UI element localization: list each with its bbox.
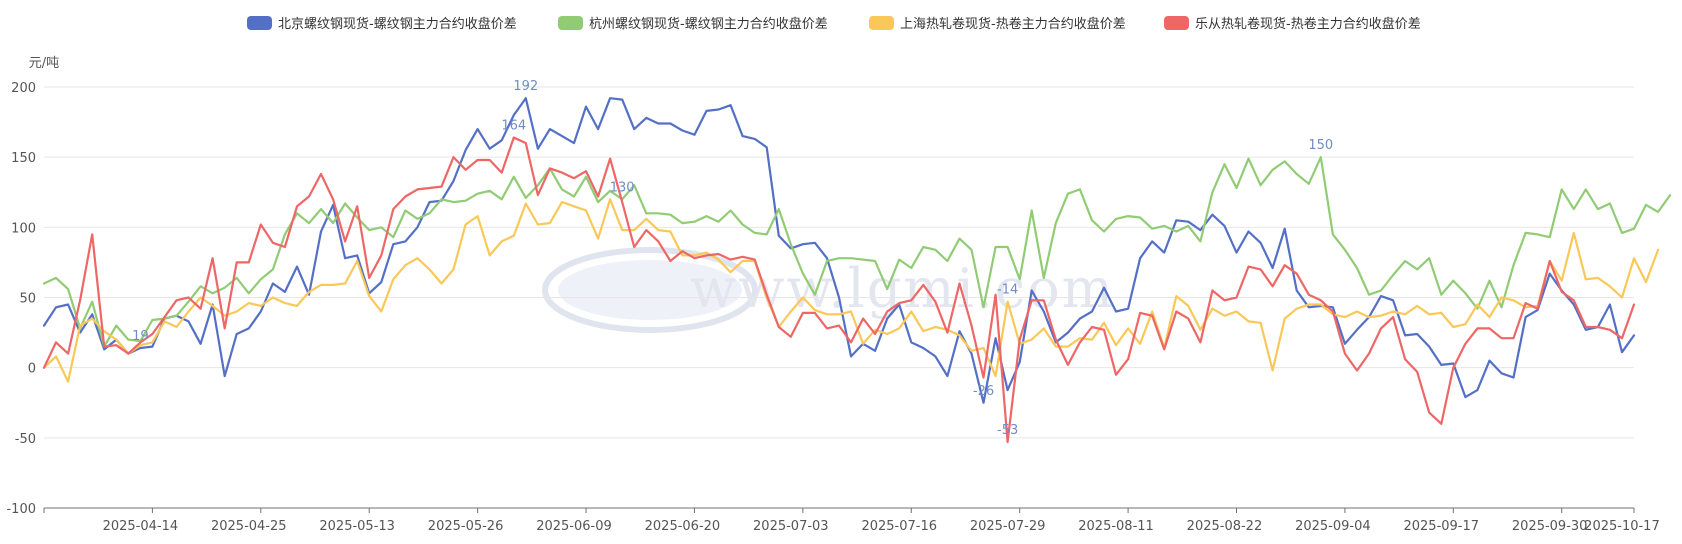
x-tick-label: 2025-09-30 xyxy=(1512,519,1588,534)
data-label: -53 xyxy=(997,423,1018,438)
x-tick-label: 2025-07-03 xyxy=(753,519,829,534)
watermark: www.lgmi.com xyxy=(542,247,1115,333)
x-tick-label: 2025-04-14 xyxy=(103,519,179,534)
y-tick-label: 0 xyxy=(28,362,36,377)
annotations: 192 19 -26 164 130 150 -53 -14 xyxy=(132,79,1333,438)
y-tick-label: 100 xyxy=(11,221,36,236)
x-tick-label: 2025-08-22 xyxy=(1187,519,1263,534)
series-line-1[interactable] xyxy=(42,97,1636,404)
legend-item-4[interactable]: 乐从热轧卷现货-热卷主力合约收盘价差 xyxy=(1164,16,1421,32)
y-tick-label: 200 xyxy=(11,81,36,96)
data-label: 19 xyxy=(132,329,149,344)
x-tick-label: 2025-10-17 xyxy=(1584,519,1660,534)
x-tick-label: 2025-05-26 xyxy=(428,519,504,534)
data-label: -26 xyxy=(973,384,994,399)
watermark-logo-fill xyxy=(558,260,742,320)
data-label: 150 xyxy=(1308,138,1333,153)
legend-swatch xyxy=(558,16,583,30)
y-tick-label: -100 xyxy=(6,502,36,517)
x-tick-label: 2025-06-09 xyxy=(536,519,612,534)
series-lines xyxy=(42,97,1672,444)
data-label: 130 xyxy=(610,180,635,195)
legend-swatch xyxy=(869,16,894,30)
x-tick-label: 2025-07-29 xyxy=(970,519,1046,534)
axes: -100 -50 0 50 100 150 200 元/吨 2025-04-14 2025-04-… xyxy=(6,56,1659,534)
series-line-3[interactable] xyxy=(42,198,1660,383)
x-tick-label: 2025-06-20 xyxy=(645,519,721,534)
legend-swatch xyxy=(1164,16,1189,30)
watermark-text: www.lgmi.com xyxy=(690,257,1115,320)
x-tick-label: 2025-09-04 xyxy=(1295,519,1371,534)
x-tick-label: 2025-04-25 xyxy=(211,519,287,534)
series-line-2[interactable] xyxy=(42,156,1672,348)
legend-label: 上海热轧卷现货-热卷主力合约收盘价差 xyxy=(900,16,1126,32)
y-tick-label: -50 xyxy=(15,432,36,447)
legend-label: 杭州螺纹钢现货-螺纹钢主力合约收盘价差 xyxy=(589,16,828,32)
legend-swatch xyxy=(247,16,272,30)
series-line-4[interactable] xyxy=(42,136,1636,444)
data-label: 192 xyxy=(513,79,538,94)
legend-item-1[interactable]: 北京螺纹钢现货-螺纹钢主力合约收盘价差 xyxy=(247,16,517,32)
watermark-logo-ring xyxy=(542,247,758,333)
legend-label: 北京螺纹钢现货-螺纹钢主力合约收盘价差 xyxy=(278,16,517,32)
y-tick-label: 50 xyxy=(19,292,36,307)
y-axis-unit-label: 元/吨 xyxy=(29,56,59,71)
data-label: -14 xyxy=(997,283,1018,298)
x-tick-label: 2025-05-13 xyxy=(319,519,395,534)
x-tick-label: 2025-07-16 xyxy=(861,519,937,534)
data-label: 164 xyxy=(501,119,526,134)
x-tick-label: 2025-09-17 xyxy=(1403,519,1479,534)
y-tick-label: 150 xyxy=(11,151,36,166)
legend-item-3[interactable]: 上海热轧卷现货-热卷主力合约收盘价差 xyxy=(869,16,1126,32)
legend-item-2[interactable]: 杭州螺纹钢现货-螺纹钢主力合约收盘价差 xyxy=(558,16,828,32)
legend-label: 乐从热轧卷现货-热卷主力合约收盘价差 xyxy=(1195,16,1421,32)
legend[interactable]: 北京螺纹钢现货-螺纹钢主力合约收盘价差 杭州螺纹钢现货-螺纹钢主力合约收盘价差 上海… xyxy=(247,16,1421,32)
x-tick-label: 2025-08-11 xyxy=(1078,519,1154,534)
